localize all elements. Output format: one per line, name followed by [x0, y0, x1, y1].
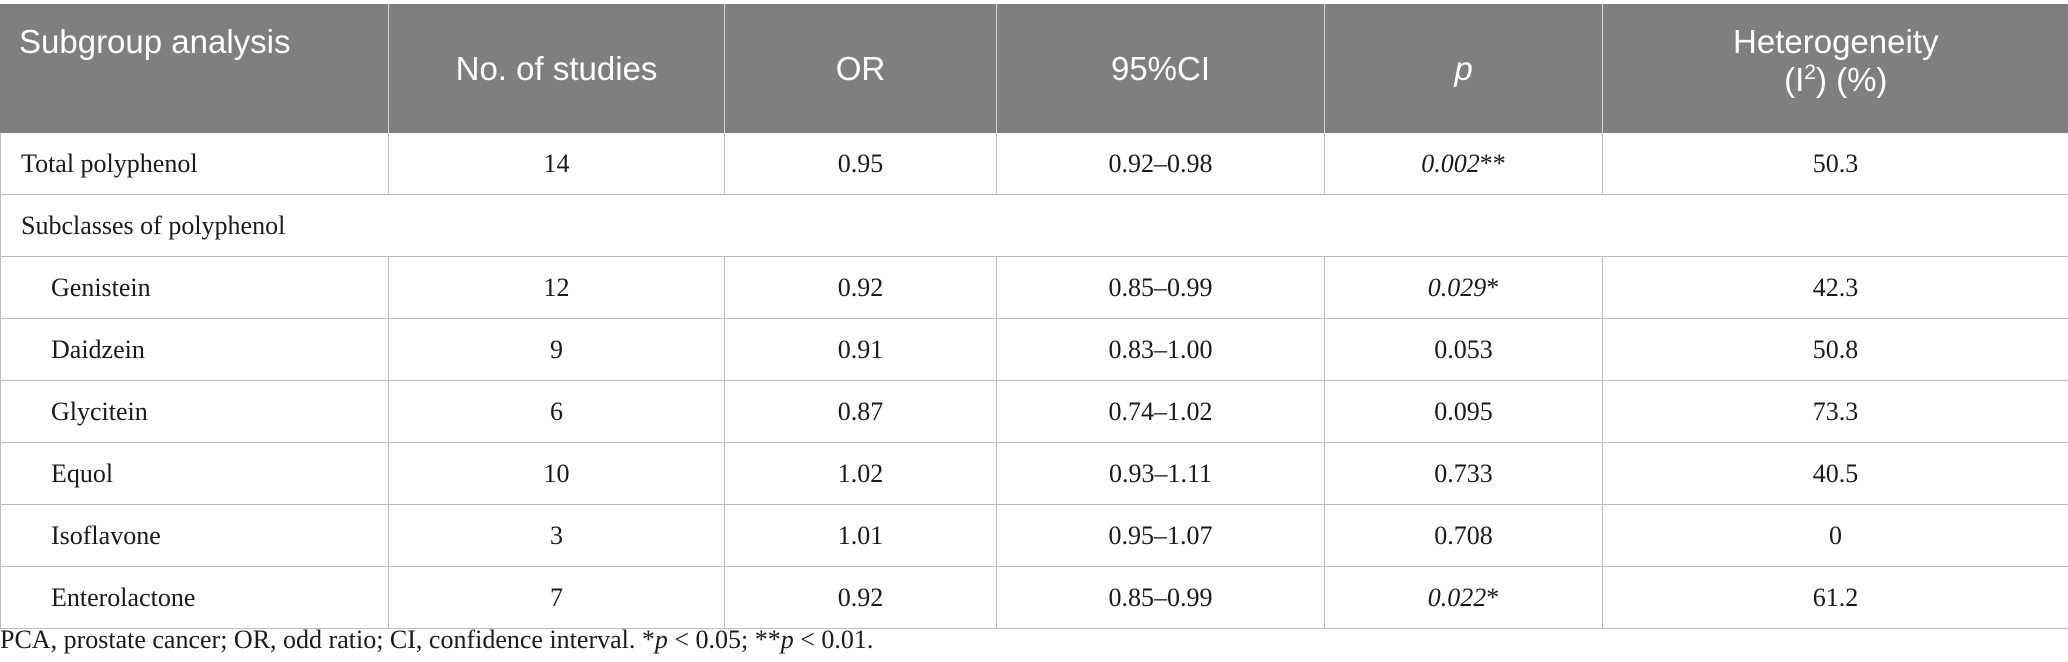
cell-ci: 0.93–1.11 — [996, 442, 1325, 505]
cell-studies: 7 — [388, 566, 725, 629]
cell-or: 0.87 — [724, 380, 997, 443]
footnote-p1: p — [654, 625, 668, 654]
subgroup-analysis-table: Subgroup analysis No. of studies OR 95%C… — [0, 4, 2068, 629]
cell-p-value: 0.029 — [1427, 272, 1487, 302]
footnote-t1: < 0.05; ** — [667, 625, 781, 654]
header-het-line2-pre: (I — [1784, 61, 1805, 98]
table-row: Equol 10 1.02 0.93–1.11 0.733 40.5 — [0, 442, 2068, 505]
cell-label: Enterolactone — [0, 566, 389, 629]
cell-or: 1.02 — [724, 442, 997, 505]
cell-het: 0 — [1602, 504, 2068, 567]
cell-p: 0.053 — [1324, 318, 1603, 381]
table-row: Daidzein 9 0.91 0.83–1.00 0.053 50.8 — [0, 318, 2068, 381]
cell-het: 42.3 — [1602, 256, 2068, 319]
footnote-p2: p — [780, 625, 794, 654]
cell-p: 0.095 — [1324, 380, 1603, 443]
cell-or: 1.01 — [724, 504, 997, 567]
cell-label: Genistein — [0, 256, 389, 319]
cell-p-mark: * — [1486, 582, 1500, 612]
cell-p-value: 0.002 — [1421, 148, 1480, 178]
cell-studies: 3 — [388, 504, 725, 567]
table-body: Total polyphenol 14 0.95 0.92–0.98 0.002… — [0, 133, 2068, 629]
cell-p-value: 0.022 — [1427, 582, 1487, 612]
header-p: p — [1324, 4, 1603, 133]
cell-het: 73.3 — [1602, 380, 2068, 443]
cell-ci: 0.74–1.02 — [996, 380, 1325, 443]
cell-or: 0.91 — [724, 318, 997, 381]
table-row-section: Subclasses of polyphenol — [0, 194, 2068, 257]
cell-het: 50.3 — [1602, 133, 2068, 195]
cell-label: Isoflavone — [0, 504, 389, 567]
cell-label: Equol — [0, 442, 389, 505]
footnote-t2: < 0.01. — [793, 625, 874, 654]
cell-het: 61.2 — [1602, 566, 2068, 629]
cell-studies: 12 — [388, 256, 725, 319]
cell-het: 50.8 — [1602, 318, 2068, 381]
cell-p: 0.708 — [1324, 504, 1603, 567]
cell-p-value: 0.708 — [1434, 520, 1493, 550]
cell-p-value: 0.733 — [1434, 458, 1493, 488]
cell-or: 0.92 — [724, 566, 997, 629]
cell-p-mark: * — [1486, 272, 1500, 302]
header-studies: No. of studies — [388, 4, 725, 133]
table-row-total: Total polyphenol 14 0.95 0.92–0.98 0.002… — [0, 133, 2068, 195]
cell-label: Glycitein — [0, 380, 389, 443]
header-row: Subgroup analysis No. of studies OR 95%C… — [0, 4, 2068, 133]
table-footnote: PCA, prostate cancer; OR, odd ratio; CI,… — [0, 625, 873, 655]
cell-ci: 0.95–1.07 — [996, 504, 1325, 567]
header-ci: 95%CI — [996, 4, 1325, 133]
table-row: Enterolactone 7 0.92 0.85–0.99 0.022* 61.2 — [0, 566, 2068, 629]
cell-p: 0.733 — [1324, 442, 1603, 505]
cell-ci: 0.85–0.99 — [996, 256, 1325, 319]
footnote-text: PCA, prostate cancer; OR, odd ratio; CI,… — [0, 625, 655, 654]
cell-p-value: 0.095 — [1434, 396, 1493, 426]
table-row: Glycitein 6 0.87 0.74–1.02 0.095 73.3 — [0, 380, 2068, 443]
table-header: Subgroup analysis No. of studies OR 95%C… — [0, 4, 2068, 133]
cell-het: 40.5 — [1602, 442, 2068, 505]
cell-label: Daidzein — [0, 318, 389, 381]
cell-p-value: 0.053 — [1434, 334, 1493, 364]
header-heterogeneity: Heterogeneity (I2) (%) — [1602, 4, 2068, 133]
cell-p: 0.029* — [1324, 256, 1603, 319]
table-row: Isoflavone 3 1.01 0.95–1.07 0.708 0 — [0, 504, 2068, 567]
table-row: Genistein 12 0.92 0.85–0.99 0.029* 42.3 — [0, 256, 2068, 319]
cell-studies: 6 — [388, 380, 725, 443]
cell-studies: 14 — [388, 133, 725, 195]
cell-or: 0.92 — [724, 256, 997, 319]
header-het-line1: Heterogeneity — [1733, 23, 1939, 60]
cell-or: 0.95 — [724, 133, 997, 195]
cell-ci: 0.83–1.00 — [996, 318, 1325, 381]
cell-p-mark: ** — [1479, 148, 1506, 178]
cell-label: Total polyphenol — [0, 133, 389, 195]
cell-studies: 10 — [388, 442, 725, 505]
section-label: Subclasses of polyphenol — [0, 194, 2068, 257]
cell-p: 0.022* — [1324, 566, 1603, 629]
header-or: OR — [724, 4, 997, 133]
header-het-sup: 2 — [1804, 61, 1816, 84]
header-het-line2-post: ) (%) — [1815, 61, 1888, 98]
cell-studies: 9 — [388, 318, 725, 381]
cell-p: 0.002** — [1324, 133, 1603, 195]
cell-ci: 0.92–0.98 — [996, 133, 1325, 195]
cell-ci: 0.85–0.99 — [996, 566, 1325, 629]
header-subgroup: Subgroup analysis — [0, 4, 389, 133]
